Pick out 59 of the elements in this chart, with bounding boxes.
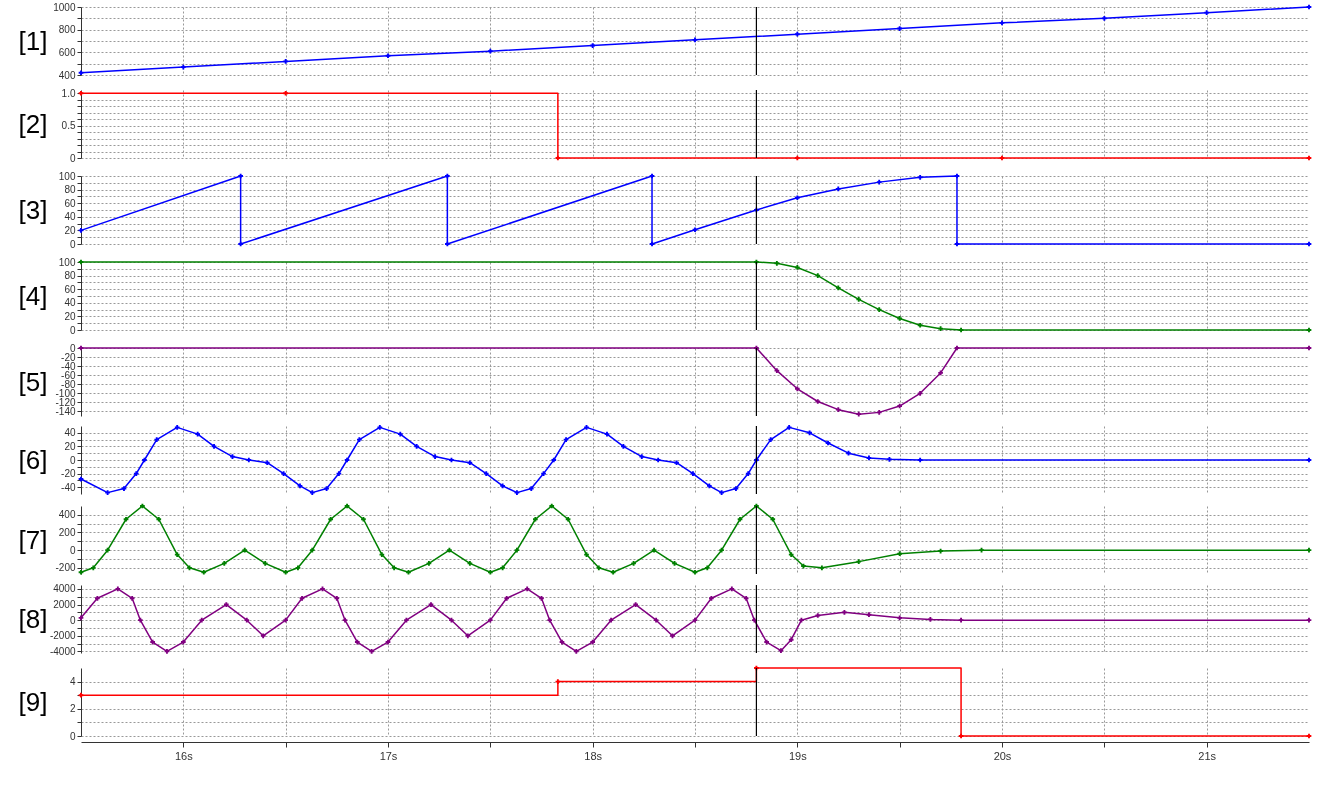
y-tick-label: -140 [55, 405, 76, 417]
y-tick-label: -200 [55, 562, 76, 574]
y-tick-label: 0 [69, 238, 76, 250]
y-tick-label: 40 [64, 211, 76, 223]
y-tick-label: 0 [69, 454, 76, 466]
x-tick-label: 19s [788, 749, 808, 762]
y-tick-label: -40 [61, 481, 76, 493]
x-tick-label: 17s [379, 749, 398, 762]
y-tick-label: 2000 [53, 599, 76, 611]
y-axis-title: [5] [18, 366, 48, 397]
y-tick-label: -80 [61, 378, 76, 390]
y-axis-title: [8] [18, 603, 48, 634]
y-tick-label: 20 [64, 440, 76, 452]
y-tick-label: 800 [58, 24, 76, 36]
y-tick-label: 400 [58, 509, 76, 521]
y-tick-label: 1.0 [61, 87, 76, 99]
y-axis-title: [3] [18, 194, 48, 225]
y-tick-label: 20 [64, 224, 76, 236]
y-tick-label: 80 [64, 270, 76, 282]
y-tick-label: 0 [69, 614, 76, 626]
y-tick-label: 600 [58, 46, 76, 58]
y-tick-label: -40 [61, 360, 76, 372]
y-axis-title: [7] [18, 524, 48, 555]
y-tick-label: 0 [69, 544, 76, 556]
y-tick-label: -20 [61, 351, 76, 363]
y-tick-label: 0 [69, 342, 76, 354]
y-tick-label: 0.5 [61, 120, 76, 132]
y-tick-label: 4 [69, 676, 76, 688]
y-tick-label: -2000 [49, 630, 76, 642]
y-tick-label: 1000 [53, 1, 76, 13]
y-tick-label: -100 [55, 387, 76, 399]
y-tick-label: 4000 [53, 583, 76, 595]
y-tick-label: -4000 [49, 645, 76, 657]
x-tick-label: 21s [1198, 749, 1217, 762]
y-tick-label: 0 [69, 730, 76, 742]
y-tick-label: 60 [64, 283, 76, 295]
y-axis-title: [1] [18, 25, 48, 56]
y-tick-label: 0 [69, 152, 76, 164]
x-tick-label: 18s [584, 749, 603, 762]
y-tick-label: 400 [58, 69, 76, 81]
y-tick-label: -60 [61, 369, 76, 381]
y-axis-title: [4] [18, 280, 48, 311]
x-tick-label: 16s [174, 749, 194, 762]
y-tick-label: -120 [55, 396, 76, 408]
y-tick-label: 80 [64, 184, 76, 196]
y-axis-title: [6] [18, 444, 48, 475]
x-tick-label: 20s [993, 749, 1012, 762]
y-axis-title: [2] [18, 108, 48, 139]
y-axis-title: [9] [18, 686, 48, 717]
y-tick-label: 100 [58, 256, 76, 268]
y-tick-label: 40 [64, 297, 76, 309]
y-tick-label: 60 [64, 197, 76, 209]
y-tick-label: 200 [58, 526, 76, 538]
y-tick-label: 40 [64, 427, 76, 439]
y-tick-label: 100 [58, 170, 76, 182]
y-tick-label: 2 [69, 703, 76, 715]
y-tick-label: 0 [69, 324, 76, 336]
y-tick-label: -20 [61, 468, 76, 480]
y-tick-label: 20 [64, 310, 76, 322]
